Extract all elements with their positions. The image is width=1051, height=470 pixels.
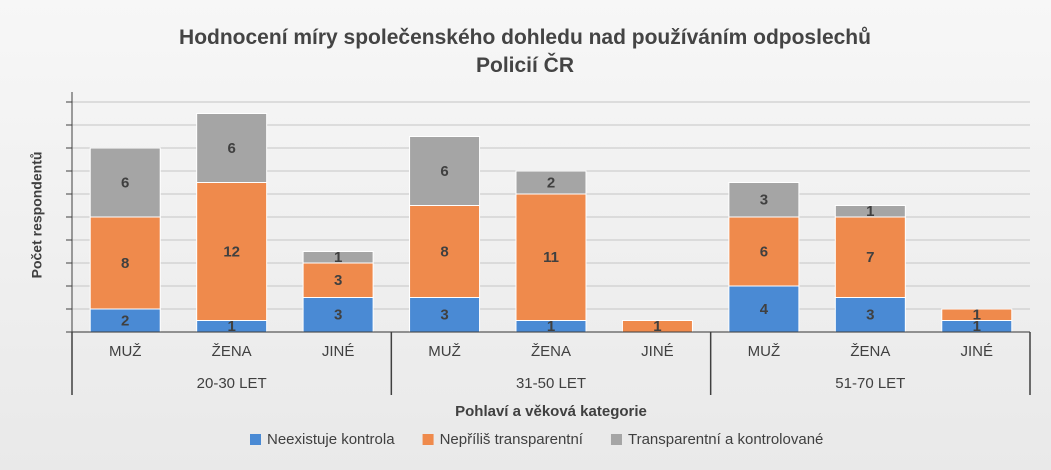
x-axis-title: Pohlaví a věková kategorie (455, 403, 647, 420)
bar-segment (728, 182, 800, 218)
legend-swatch (610, 434, 622, 445)
data-label: 2 (547, 174, 555, 191)
x-tick-label: ŽENA (850, 343, 890, 360)
x-tick-label: JINÉ (322, 343, 355, 360)
legend-label: Transparentní a kontrolované (628, 431, 823, 448)
legend-swatch (250, 434, 261, 445)
data-label: 6 (121, 174, 129, 191)
bar-segment (89, 147, 161, 218)
data-label: 11 (543, 249, 559, 266)
data-label: 3 (866, 307, 874, 324)
bar-segment (728, 285, 800, 333)
x-tick-label: ŽENA (531, 343, 571, 360)
group-label: 51-70 LET (835, 375, 905, 392)
data-label: 2 (121, 312, 129, 329)
data-label: 3 (440, 307, 448, 324)
bar-segment (89, 216, 161, 310)
x-tick-label: MUŽ (748, 343, 781, 360)
data-label: 1 (547, 318, 555, 335)
x-tick-label: MUŽ (428, 343, 461, 360)
legend-swatch (422, 434, 434, 445)
bar-segment (409, 205, 481, 298)
bar-segment (196, 182, 268, 321)
data-label: 1 (866, 203, 874, 220)
data-label: 7 (866, 249, 874, 266)
data-label: 6 (440, 163, 448, 180)
bar-segment (515, 170, 587, 195)
data-label: 1 (653, 318, 661, 335)
data-label: 4 (760, 301, 769, 318)
data-label: 8 (121, 255, 129, 272)
data-label: 3 (334, 272, 342, 289)
legend-label: Nepříliš transparentní (440, 431, 584, 448)
data-label: 8 (440, 243, 448, 260)
data-label: 3 (334, 307, 342, 324)
y-axis-title: Počet respondentů (29, 152, 45, 279)
bar-segment (941, 308, 1013, 321)
bar-segment (834, 297, 906, 333)
legend-label: Neexistuje kontrola (267, 431, 395, 448)
data-label: 6 (760, 243, 768, 260)
group-label: 20-30 LET (197, 375, 267, 392)
data-label: 1 (334, 249, 342, 266)
bar-segment (302, 297, 374, 333)
bar-segment (409, 297, 481, 333)
data-label: 3 (760, 192, 768, 209)
bar-segment (834, 216, 906, 298)
x-tick-label: JINÉ (641, 343, 674, 360)
data-label: 1 (227, 318, 235, 335)
bar-segment (515, 193, 587, 321)
data-label: 6 (227, 140, 235, 157)
x-tick-label: ŽENA (212, 343, 252, 360)
bar-segment (409, 136, 481, 206)
x-tick-label: JINÉ (961, 343, 994, 360)
bar-segment (196, 113, 268, 183)
data-label: 1 (973, 318, 981, 335)
bar-segment (302, 251, 374, 264)
bar-segment (302, 262, 374, 298)
x-tick-label: MUŽ (109, 343, 142, 360)
data-label: 12 (223, 243, 240, 260)
bar-segment (834, 205, 906, 218)
group-label: 31-50 LET (516, 375, 586, 392)
data-label: 1 (973, 307, 981, 324)
chart-title: Hodnocení míry společenského dohledu nad… (179, 26, 871, 77)
bar-segment (728, 216, 800, 287)
